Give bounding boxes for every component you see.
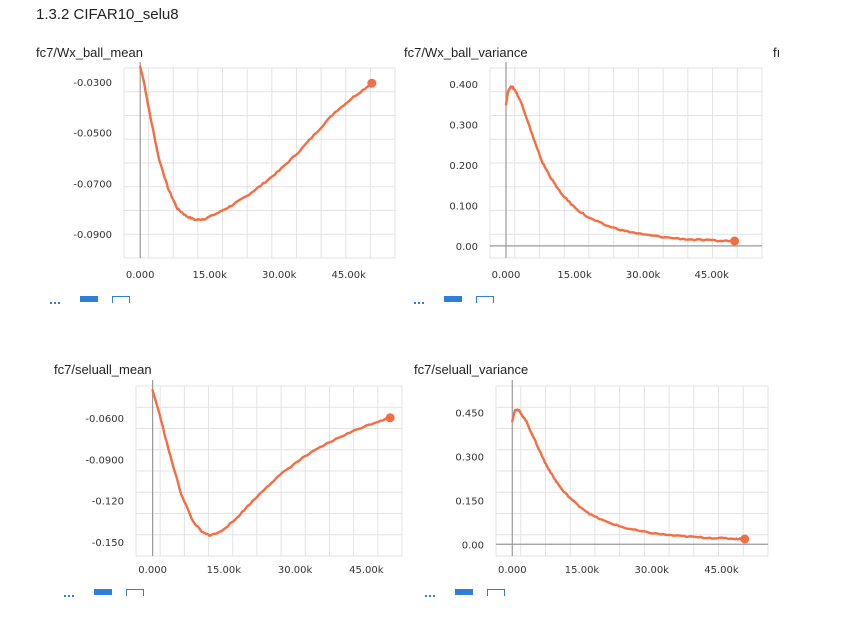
chart-toolbar[interactable]: [414, 296, 504, 304]
series-line: [151, 388, 392, 538]
fit-domain-icon[interactable]: [476, 296, 494, 303]
data-download-icon[interactable]: [80, 296, 98, 302]
y-tick-label: 0.100: [449, 201, 478, 212]
expand-icon[interactable]: [414, 296, 424, 304]
series-end-point: [730, 236, 740, 246]
y-tick-label: 0.150: [455, 496, 484, 507]
x-tick-label: 30.00k: [635, 565, 670, 576]
y-tick-label: -0.0600: [85, 414, 124, 425]
chart-title-seluall-variance: fc7/seluall_variance: [414, 362, 529, 377]
y-tick-label: -0.150: [92, 538, 124, 549]
y-tick-label: 0.400: [449, 80, 478, 91]
data-download-icon[interactable]: [455, 589, 473, 595]
y-tick-label: -0.0700: [73, 179, 112, 190]
y-tick-label: 0.450: [455, 408, 484, 419]
x-tick-label: 0.000: [492, 270, 521, 281]
section-heading: 1.3.2 CIFAR10_selu8: [36, 6, 179, 23]
chart-title-wx-ball-mean: fc7/Wx_ball_mean: [36, 45, 143, 60]
x-tick-label: 30.00k: [278, 565, 313, 576]
x-tick-label: 30.00k: [262, 270, 297, 281]
gridlines: [123, 67, 396, 259]
x-tick-label: 45.00k: [695, 270, 730, 281]
chart-title-seluall-mean: fc7/seluall_mean: [54, 362, 152, 377]
x-tick-label: 15.00k: [565, 565, 600, 576]
y-tick-label: -0.0900: [85, 455, 124, 466]
x-tick-label: 0.000: [498, 565, 527, 576]
x-tick-label: 45.00k: [349, 565, 384, 576]
series-end-point: [740, 534, 750, 544]
fit-domain-icon[interactable]: [487, 589, 505, 596]
series-end-point: [385, 413, 395, 423]
series-line: [504, 85, 736, 243]
y-tick-label: -0.120: [92, 497, 124, 508]
x-tick-label: 30.00k: [626, 270, 661, 281]
cut-off-chart-title: fı: [773, 45, 781, 60]
y-tick-label: -0.0500: [73, 129, 112, 140]
x-tick-label: 15.00k: [192, 270, 227, 281]
x-tick-label: 45.00k: [331, 270, 366, 281]
y-tick-label: 0.00: [456, 242, 478, 253]
expand-icon[interactable]: [50, 296, 60, 304]
y-tick-label: 0.300: [449, 121, 478, 132]
y-tick-label: -0.0900: [73, 230, 112, 241]
chart-toolbar[interactable]: [50, 296, 140, 304]
data-download-icon[interactable]: [94, 589, 112, 595]
expand-icon[interactable]: [425, 589, 435, 597]
y-tick-label: -0.0300: [73, 78, 112, 89]
x-tick-label: 15.00k: [557, 270, 592, 281]
gridlines: [495, 385, 769, 557]
data-download-icon[interactable]: [444, 296, 462, 302]
y-tick-label: 0.300: [455, 452, 484, 463]
chart-toolbar[interactable]: [425, 589, 515, 597]
x-tick-label: 0.000: [138, 565, 167, 576]
chart-title-wx-ball-variance: fc7/Wx_ball_variance: [404, 45, 528, 60]
fit-domain-icon[interactable]: [126, 589, 144, 596]
series-line: [511, 408, 746, 541]
series-line: [138, 65, 373, 222]
x-tick-label: 45.00k: [704, 565, 739, 576]
y-tick-label: 0.200: [449, 161, 478, 172]
gridlines: [135, 385, 403, 557]
x-tick-label: 0.000: [126, 270, 155, 281]
x-tick-label: 15.00k: [207, 565, 242, 576]
chart-toolbar[interactable]: [64, 589, 154, 597]
gridlines: [489, 67, 763, 259]
y-tick-label: 0.00: [462, 540, 484, 551]
series-end-point: [367, 78, 377, 88]
expand-icon[interactable]: [64, 589, 74, 597]
fit-domain-icon[interactable]: [112, 296, 130, 303]
